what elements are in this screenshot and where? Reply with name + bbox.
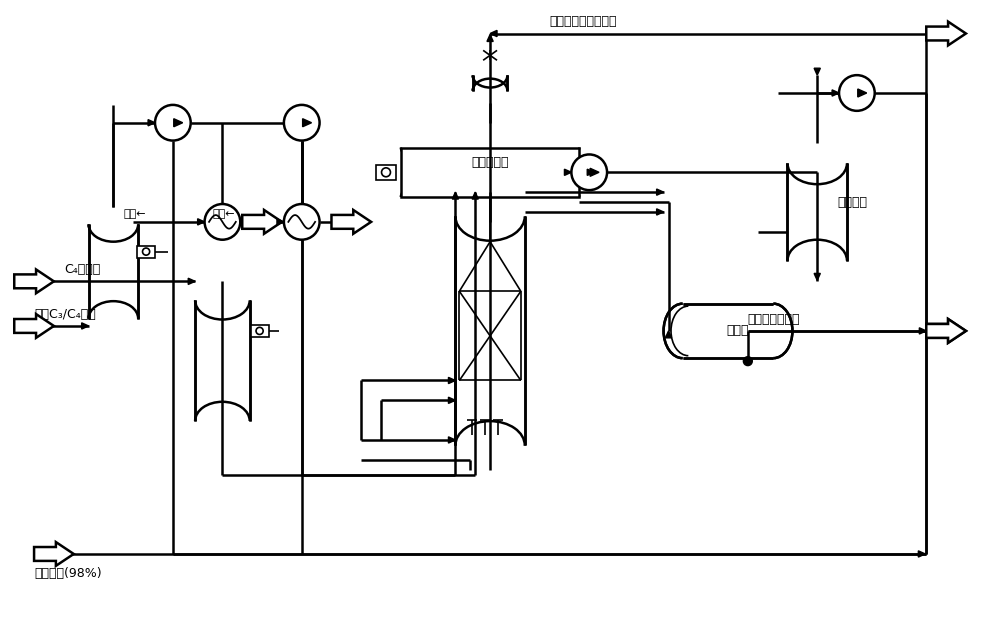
Text: 冷劑←: 冷劑←: [123, 209, 146, 219]
Bar: [455, 217, 525, 445]
Polygon shape: [564, 169, 571, 176]
Circle shape: [382, 168, 390, 177]
Polygon shape: [452, 192, 459, 199]
Polygon shape: [242, 210, 282, 234]
Polygon shape: [814, 274, 820, 280]
Polygon shape: [858, 89, 867, 97]
Circle shape: [143, 248, 150, 255]
Polygon shape: [832, 90, 839, 96]
Polygon shape: [657, 209, 664, 215]
Bar: [195, 301, 250, 421]
Circle shape: [743, 356, 752, 365]
Circle shape: [284, 204, 320, 240]
Circle shape: [155, 105, 191, 140]
Polygon shape: [487, 35, 493, 42]
Polygon shape: [82, 323, 89, 329]
Polygon shape: [814, 68, 820, 75]
Polygon shape: [926, 22, 966, 46]
Text: 混合烷烃去分离制冷: 混合烷烃去分离制冷: [550, 15, 617, 28]
Bar: [401, 147, 579, 197]
Circle shape: [256, 328, 263, 335]
Polygon shape: [14, 269, 54, 293]
Polygon shape: [926, 319, 966, 343]
Polygon shape: [331, 210, 371, 234]
Polygon shape: [657, 189, 664, 196]
Polygon shape: [918, 551, 925, 557]
Bar: [473, 76, 507, 91]
Polygon shape: [919, 328, 926, 334]
Bar: [787, 163, 847, 260]
Text: 新鲜硫酸(98%): 新鲜硫酸(98%): [34, 567, 102, 580]
Polygon shape: [174, 119, 183, 127]
Polygon shape: [665, 331, 672, 338]
Polygon shape: [490, 30, 497, 37]
Text: 混合C₃/C₄冷劑: 混合C₃/C₄冷劑: [34, 308, 96, 320]
Bar: [137, 246, 155, 258]
Circle shape: [839, 75, 875, 111]
Polygon shape: [277, 219, 284, 225]
Polygon shape: [472, 192, 478, 199]
Circle shape: [571, 154, 607, 190]
Bar: [376, 165, 396, 179]
Circle shape: [205, 204, 240, 240]
Bar: [89, 224, 138, 319]
Text: 循环硫酸: 循环硫酸: [837, 196, 867, 208]
Polygon shape: [198, 219, 205, 225]
Polygon shape: [587, 169, 594, 176]
Polygon shape: [590, 169, 599, 176]
Polygon shape: [14, 314, 54, 338]
Text: 聚结器: 聚结器: [727, 324, 749, 337]
Bar: [251, 325, 269, 337]
Polygon shape: [926, 319, 966, 343]
Polygon shape: [303, 119, 312, 127]
Bar: [683, 304, 773, 358]
Text: 沉降分离器: 沉降分离器: [471, 156, 509, 169]
Polygon shape: [148, 120, 155, 126]
Text: 烷基化油去分离: 烷基化油去分离: [748, 313, 800, 326]
Polygon shape: [34, 542, 74, 566]
Polygon shape: [448, 378, 455, 383]
Text: 冷劑←: 冷劑←: [213, 209, 235, 219]
Polygon shape: [448, 397, 455, 403]
Polygon shape: [448, 437, 455, 443]
Polygon shape: [188, 278, 195, 285]
Text: C₄原材料: C₄原材料: [64, 263, 100, 276]
Circle shape: [284, 105, 320, 140]
